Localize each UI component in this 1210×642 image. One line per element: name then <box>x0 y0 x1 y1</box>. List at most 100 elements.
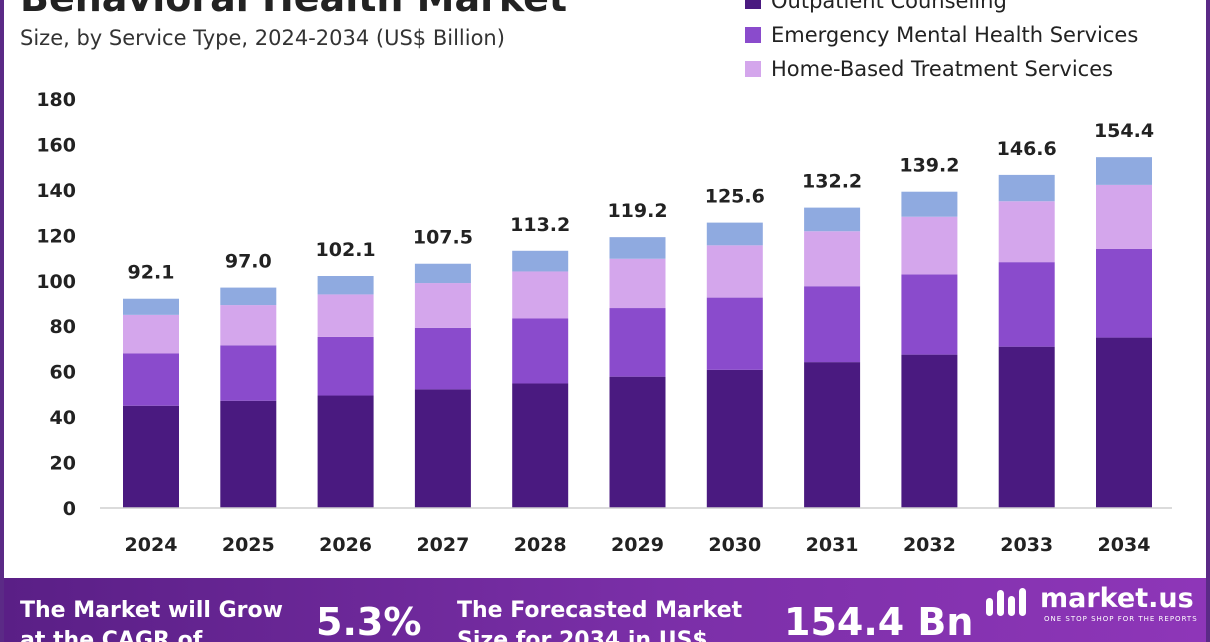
bar-total-label: 132.2 <box>802 171 862 193</box>
legend-swatch <box>745 27 761 43</box>
legend-item-home-based: Home-Based Treatment Services <box>745 52 1138 86</box>
bar-total-label: 107.5 <box>413 227 473 249</box>
bar-segment <box>1096 184 1152 249</box>
bar-total-label: 125.6 <box>705 186 765 208</box>
bar-segment <box>609 376 666 508</box>
bar-segment <box>901 274 958 355</box>
bar-segment <box>414 389 471 508</box>
y-tick-label: 100 <box>36 271 76 293</box>
bar-segment <box>220 287 277 306</box>
legend-label: Outpatient Counseling <box>771 0 1007 13</box>
bar-segment <box>414 327 471 390</box>
bar-total-label: 92.1 <box>128 262 175 284</box>
bar-segment <box>512 383 569 508</box>
brand-logo: market.us ONE STOP SHOP FOR THE REPORTS <box>982 582 1197 623</box>
y-tick-label: 80 <box>50 316 76 338</box>
x-tick-label: 2024 <box>125 534 178 556</box>
bar-segment <box>1096 248 1152 338</box>
bar-segment <box>804 362 861 508</box>
footer-banner: The Market will Grow at the CAGR of 5.3%… <box>4 578 1206 642</box>
y-tick-label: 60 <box>50 362 76 384</box>
bar-segment <box>123 405 179 508</box>
y-tick-label: 120 <box>36 225 76 247</box>
bar-segment <box>414 263 471 284</box>
y-tick-label: 20 <box>50 453 76 475</box>
bar-total-label: 146.6 <box>997 138 1057 160</box>
legend-swatch <box>745 61 761 77</box>
y-axis: 0 20 40 60 80 100 120 140 160 180 <box>36 89 76 520</box>
chart-title: Behavioral Health Market <box>20 0 567 20</box>
bar-segment <box>609 237 666 259</box>
cagr-value: 5.3% <box>316 600 422 642</box>
bar-total-label: 113.2 <box>510 214 570 236</box>
bar-segment <box>609 308 666 377</box>
x-tick-label: 2032 <box>903 534 956 556</box>
x-tick-label: 2033 <box>1000 534 1053 556</box>
y-tick-label: 40 <box>50 407 76 429</box>
bar-segment <box>1096 337 1152 508</box>
bar-segment <box>998 262 1055 347</box>
bar-segment <box>609 258 666 309</box>
y-tick-label: 180 <box>36 89 76 111</box>
stacked-bar-chart: 0 20 40 60 80 100 120 140 160 180 92.1 97.0 102.1 10… <box>36 89 1172 556</box>
bar-segment <box>804 286 861 363</box>
bar-segment <box>512 318 569 384</box>
y-tick-label: 140 <box>36 180 76 202</box>
bar-segment <box>220 400 277 508</box>
market-us-logo-icon <box>986 588 1026 616</box>
forecast-value: 154.4 Bn <box>784 600 974 642</box>
bar-segment <box>804 207 861 232</box>
bar-total-label: 154.4 <box>1094 120 1154 142</box>
x-tick-label: 2026 <box>319 534 372 556</box>
brand-name: market.us <box>1040 583 1194 614</box>
bar-total-label: 102.1 <box>316 239 376 261</box>
x-tick-label: 2029 <box>611 534 664 556</box>
bar-segment <box>706 297 763 370</box>
bar-segment <box>414 283 471 328</box>
forecast-caption: The Forecasted Market Size for 2034 in U… <box>457 598 743 642</box>
bar-segment <box>123 298 179 315</box>
bar-segment <box>512 250 569 272</box>
bar-segment <box>901 216 958 275</box>
legend-label: Emergency Mental Health Services <box>771 23 1139 47</box>
bar-segment <box>317 395 374 508</box>
bar-segment <box>901 191 958 217</box>
x-tick-label: 2034 <box>1098 534 1151 556</box>
legend-label: Home-Based Treatment Services <box>771 57 1114 81</box>
legend: Outpatient Counseling Emergency Mental H… <box>745 0 1138 86</box>
bar-segment <box>804 231 861 287</box>
bar-segment <box>317 294 374 337</box>
bar-segment <box>1096 157 1152 185</box>
bar-segment <box>998 346 1055 508</box>
x-tick-label: 2031 <box>806 534 859 556</box>
cagr-caption: The Market will Grow at the CAGR of <box>20 598 283 642</box>
chart-subtitle: Size, by Service Type, 2024-2034 (US$ Bi… <box>20 26 505 50</box>
bar-segment <box>220 305 277 346</box>
x-axis: 2024 2025 2026 2027 2028 2029 2030 2031 2032 2033… <box>100 507 1172 556</box>
bar-total-label: 139.2 <box>899 155 959 177</box>
bar-segment <box>123 353 179 406</box>
bar-segment <box>706 245 763 298</box>
bar-segment <box>220 345 277 401</box>
bar-segment <box>998 201 1055 263</box>
bar-segment <box>317 336 374 396</box>
legend-item-outpatient: Outpatient Counseling <box>745 0 1138 18</box>
bars: 92.1 97.0 102.1 107.5 113.2 119.2 125.6 132.2 13… <box>123 120 1154 508</box>
legend-item-emergency: Emergency Mental Health Services <box>745 18 1138 52</box>
bar-segment <box>512 271 569 319</box>
bar-segment <box>317 276 374 295</box>
bar-segment <box>123 314 179 354</box>
x-tick-label: 2025 <box>222 534 275 556</box>
bar-total-label: 97.0 <box>225 251 272 273</box>
x-tick-label: 2030 <box>708 534 761 556</box>
bar-segment <box>998 174 1055 202</box>
bar-segment <box>901 354 958 508</box>
bar-total-label: 119.2 <box>607 200 667 222</box>
legend-swatch <box>745 0 761 9</box>
y-tick-label: 0 <box>63 498 76 520</box>
bar-segment <box>706 369 763 508</box>
bar-segment <box>706 222 763 246</box>
x-tick-label: 2027 <box>416 534 469 556</box>
brand-tagline: ONE STOP SHOP FOR THE REPORTS <box>1044 615 1198 623</box>
